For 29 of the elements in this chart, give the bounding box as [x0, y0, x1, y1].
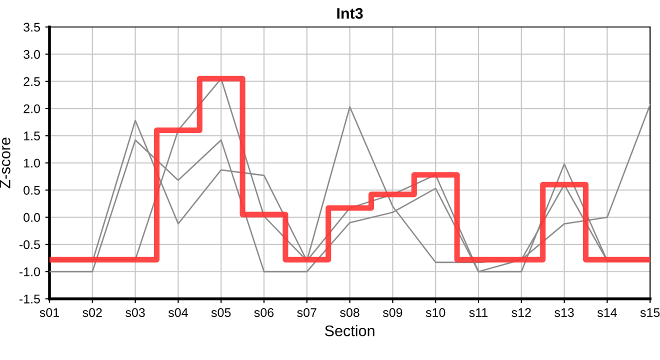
x-tick-label: s01	[40, 308, 59, 318]
y-tick-label: 1.0	[24, 158, 40, 168]
x-tick-label: s04	[168, 308, 188, 318]
y-tick-label: -1.5	[19, 294, 40, 304]
y-tick-label: -0.5	[19, 240, 40, 250]
y-tick-label: 2.5	[24, 77, 40, 86]
y-tick-label: 1.5	[24, 132, 40, 140]
y-tick-label: 3.5	[24, 22, 40, 32]
y-tick-label: 0.5	[24, 186, 40, 195]
x-tick-label: s15	[640, 308, 660, 318]
x-axis-title: Section	[325, 325, 374, 336]
x-tick-label: s12	[512, 308, 531, 318]
y-axis-title: Z-score	[0, 138, 10, 188]
x-tick-label: s14	[597, 308, 617, 318]
x-tick-label: s07	[297, 308, 316, 318]
y-tick-label: -1.0	[19, 267, 40, 276]
x-tick-label: s02	[82, 308, 102, 318]
x-tick-label: s09	[382, 308, 402, 318]
x-tick-label: s06	[254, 308, 274, 318]
x-tick-label: s10	[426, 308, 446, 318]
x-tick-label: s08	[340, 308, 360, 318]
x-tick-label: s11	[469, 308, 488, 318]
x-tick-label: s13	[554, 308, 574, 318]
y-tick-label: 3.0	[24, 50, 40, 59]
chart-title: Int3	[337, 8, 363, 19]
x-tick-label: s03	[126, 308, 145, 318]
x-tick-label: s05	[211, 308, 231, 318]
y-tick-label: 0.0	[24, 213, 40, 222]
y-tick-label: 2.0	[24, 104, 40, 114]
